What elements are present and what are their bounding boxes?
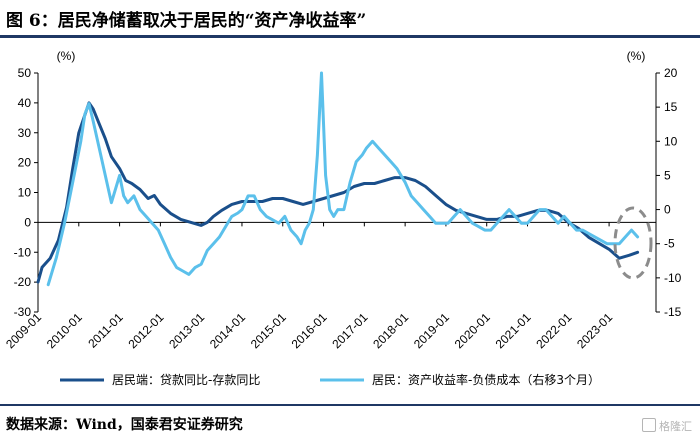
highlight-ellipse — [613, 206, 653, 280]
right-tick-label: 5 — [664, 168, 671, 182]
bottom-rule — [0, 404, 700, 406]
overlay-layer — [613, 206, 653, 280]
legend: 居民端：贷款同比-存款同比 居民：资产收益率-负债成本（右移3个月） — [60, 372, 600, 387]
left-tick-label: 0 — [24, 215, 31, 229]
series-layer — [36, 71, 640, 287]
left-tick-label: -20 — [14, 275, 32, 289]
x-tick-label: 2019-01 — [411, 310, 452, 351]
right-tick-label: 0 — [664, 203, 671, 217]
x-tick-label: 2012-01 — [125, 310, 166, 351]
legend-label-series-2: 居民：资产收益率-负债成本（右移3个月） — [372, 372, 600, 387]
watermark-text: 格隆汇 — [659, 420, 692, 433]
x-tick-label: 2015-01 — [248, 310, 289, 351]
line-chart: (%) (%)50403020100-10-20-3020151050-5-10-… — [3, 49, 682, 387]
right-tick-label: 20 — [664, 66, 678, 80]
legend-label-series-1: 居民端：贷款同比-存款同比 — [112, 373, 260, 387]
x-tick-label: 2013-01 — [166, 310, 207, 351]
left-axis-unit: (%) — [57, 49, 76, 63]
right-tick-label: -5 — [664, 237, 675, 251]
right-tick-label: 15 — [664, 100, 678, 114]
axes-layer: (%) (%)50403020100-10-20-3020151050-5-10-… — [3, 49, 682, 351]
x-tick-label: 2016-01 — [289, 310, 330, 351]
left-tick-label: 30 — [18, 126, 32, 140]
left-tick-label: -10 — [14, 245, 32, 259]
left-tick-label: 40 — [18, 96, 32, 110]
chart-area: (%) (%) 50 40 30 20 10 0 -10 -20 -30 20 15 10 5 0 -5 -10-… — [0, 40, 700, 404]
right-axis-unit: (%) — [627, 49, 646, 63]
left-tick-label: 10 — [18, 186, 32, 200]
right-tick-label: -15 — [664, 305, 682, 319]
x-tick-label: 2014-01 — [207, 310, 248, 351]
watermark: 格隆汇 — [642, 418, 692, 434]
source-note: 数据来源：Wind，国泰君安证券研究 — [6, 417, 243, 433]
series-line-loan-deposit-gap — [36, 101, 640, 284]
title-bar: 图 6：居民净储蓄取决于居民的“资产净收益率” — [0, 0, 700, 38]
x-tick-label: 2018-01 — [370, 310, 411, 351]
x-tick-label: 2021-01 — [493, 310, 534, 351]
series-line-asset-return-spread — [46, 71, 640, 287]
title-rule — [0, 35, 700, 38]
right-tick-label: -10 — [664, 271, 682, 285]
x-tick-label: 2017-01 — [329, 310, 370, 351]
x-tick-label: 2010-01 — [44, 310, 85, 351]
chart-title: 图 6：居民净储蓄取决于居民的“资产净收益率” — [6, 11, 367, 31]
left-tick-label: -30 — [14, 305, 32, 319]
left-tick-label: 50 — [18, 66, 32, 80]
left-tick-label: 20 — [18, 156, 32, 170]
x-tick-label: 2011-01 — [85, 310, 126, 351]
x-tick-label: 2022-01 — [533, 310, 574, 351]
x-tick-label: 2020-01 — [452, 310, 493, 351]
x-tick-label: 2023-01 — [574, 310, 615, 351]
watermark-logo-icon — [642, 418, 656, 432]
right-tick-label: 10 — [664, 134, 678, 148]
